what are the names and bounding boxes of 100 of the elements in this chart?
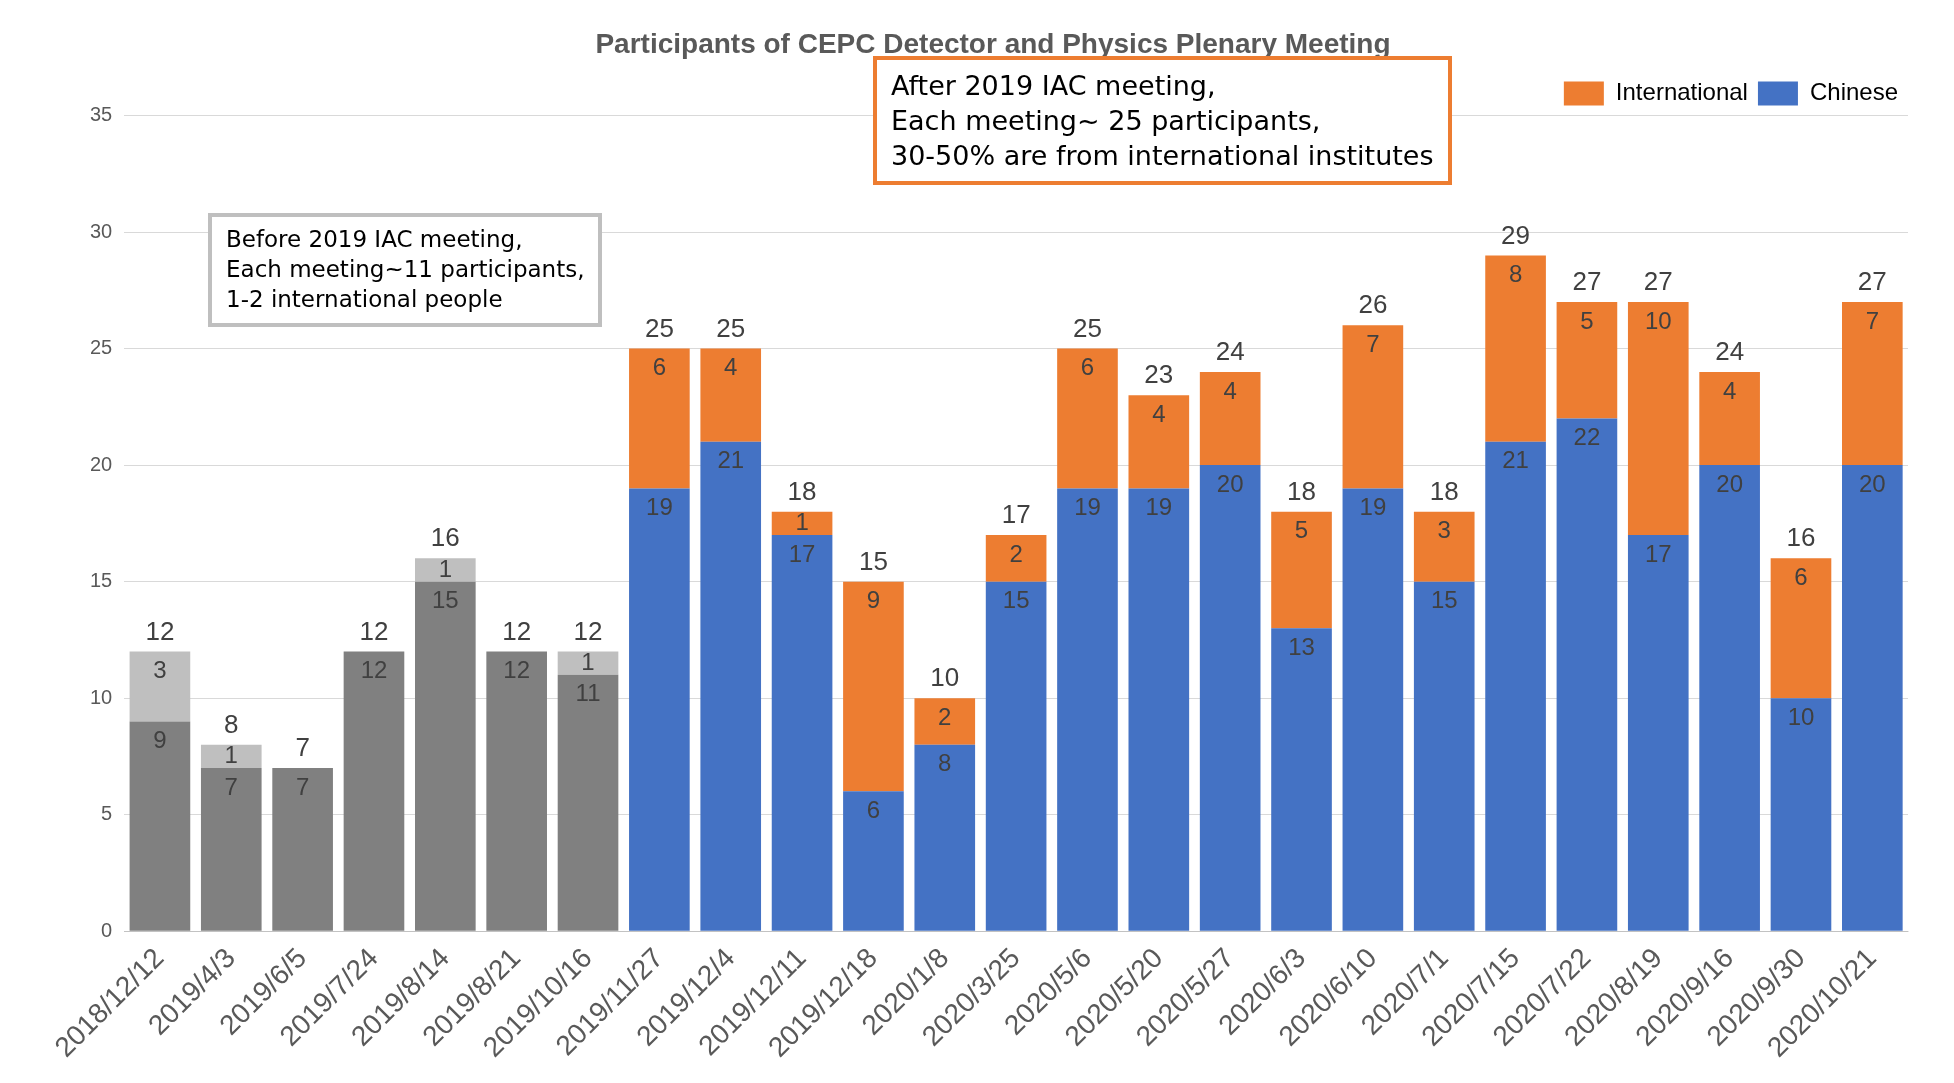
bar: [1128, 488, 1190, 931]
bar: [1413, 511, 1475, 582]
data-label: 9: [866, 586, 881, 614]
total-label: 17: [1001, 499, 1031, 530]
bar: [1842, 465, 1903, 931]
bar: [771, 535, 833, 931]
data-label: 15: [1430, 586, 1458, 614]
bar: [914, 744, 976, 931]
data-label: 4: [1722, 376, 1737, 404]
data-label: 11: [575, 679, 601, 707]
data-label: 4: [724, 353, 738, 381]
bar: [272, 768, 333, 931]
bar: [1199, 465, 1261, 931]
bar: [343, 651, 405, 931]
data-label: 6: [652, 353, 667, 381]
bar: [1199, 371, 1261, 466]
data-label: 2: [938, 702, 952, 730]
bar: [629, 488, 690, 931]
data-label: 5: [1294, 516, 1309, 544]
chart-title: Participants of CEPC Detector and Physics Plenary Meeting: [595, 27, 1391, 59]
bar: [415, 581, 476, 931]
bar: [1556, 302, 1618, 419]
data-label: 7: [1865, 306, 1879, 334]
data-label: 1: [438, 554, 452, 582]
bar: [1057, 488, 1118, 931]
bar: [1128, 395, 1190, 489]
y-tick-label: 30: [90, 219, 113, 242]
total-label: 26: [1358, 289, 1388, 320]
bar: [557, 651, 619, 675]
bar: [1842, 302, 1903, 466]
bar: [629, 348, 690, 489]
total-label: 27: [1857, 266, 1887, 297]
total-label: 12: [145, 615, 175, 646]
total-label: 29: [1501, 219, 1531, 250]
data-label: 4: [1152, 399, 1166, 427]
bar: [1413, 581, 1475, 931]
bar: [771, 511, 833, 536]
bar: [1699, 465, 1760, 931]
bar: [1770, 558, 1832, 699]
data-label: 8: [938, 749, 952, 777]
bar: [914, 698, 976, 745]
total-label: 12: [502, 615, 532, 646]
bar: [985, 581, 1047, 931]
data-label: 7: [295, 772, 310, 800]
total-label: 7: [295, 732, 310, 763]
data-label: 6: [1794, 562, 1808, 590]
data-label: 12: [360, 656, 388, 684]
y-tick-label: 25: [90, 336, 113, 359]
data-label: 6: [866, 795, 881, 823]
y-tick-label: 35: [90, 103, 113, 126]
total-label: 16: [430, 522, 460, 553]
bar: [557, 674, 619, 931]
data-label: 13: [1288, 632, 1315, 660]
data-label: 9: [153, 726, 167, 754]
annotation: After 2019 IAC meeting, Each meeting~ 25 participants, 30-50% are from international institutes: [891, 70, 1434, 172]
total-label: 15: [858, 545, 888, 576]
data-label: 19: [646, 493, 673, 521]
bar: [1342, 325, 1404, 489]
legend-label: International: [1615, 78, 1748, 106]
total-label: 8: [224, 708, 239, 739]
bar: [129, 721, 191, 931]
data-label: 21: [1502, 446, 1529, 474]
y-tick-label: 20: [90, 452, 113, 475]
total-label: 18: [787, 475, 817, 506]
data-label: 19: [1145, 493, 1173, 521]
data-label: 3: [153, 656, 167, 684]
bar: [129, 651, 191, 722]
bar: [415, 558, 476, 582]
data-label: 6: [1080, 353, 1095, 381]
data-label: 10: [1787, 702, 1815, 730]
data-label: 10: [1644, 306, 1672, 334]
annotation: Before 2019 IAC meeting, Each meeting~11 participants, 1-2 international people: [208, 213, 603, 327]
bar: [843, 581, 904, 792]
bar: [700, 348, 762, 442]
data-label: 19: [1074, 493, 1101, 521]
total-label: 25: [1073, 312, 1102, 343]
data-label: 21: [717, 446, 745, 474]
bar: [486, 651, 547, 931]
total-label: 23: [1144, 359, 1174, 390]
data-label: 3: [1437, 516, 1451, 544]
data-label: 17: [1644, 539, 1672, 567]
total-label: 12: [573, 615, 603, 646]
bar: [843, 791, 904, 931]
legend-label: Chinese: [1809, 78, 1899, 106]
bar: [1342, 488, 1404, 931]
y-tick-label: 0: [101, 918, 113, 941]
data-label: 20: [1858, 469, 1886, 497]
bar: [200, 744, 262, 769]
bar: [700, 441, 762, 931]
total-label: 16: [1786, 522, 1816, 553]
y-tick-label: 10: [90, 685, 113, 708]
y-tick-label: 15: [90, 569, 113, 592]
total-label: 25: [644, 312, 674, 343]
total-label: 18: [1429, 475, 1459, 506]
total-label: 27: [1643, 266, 1673, 297]
data-label: 1: [795, 508, 809, 535]
data-label: 1: [224, 741, 238, 769]
data-label: 5: [1580, 306, 1594, 334]
bar: [1627, 302, 1689, 536]
total-label: 12: [359, 615, 389, 646]
